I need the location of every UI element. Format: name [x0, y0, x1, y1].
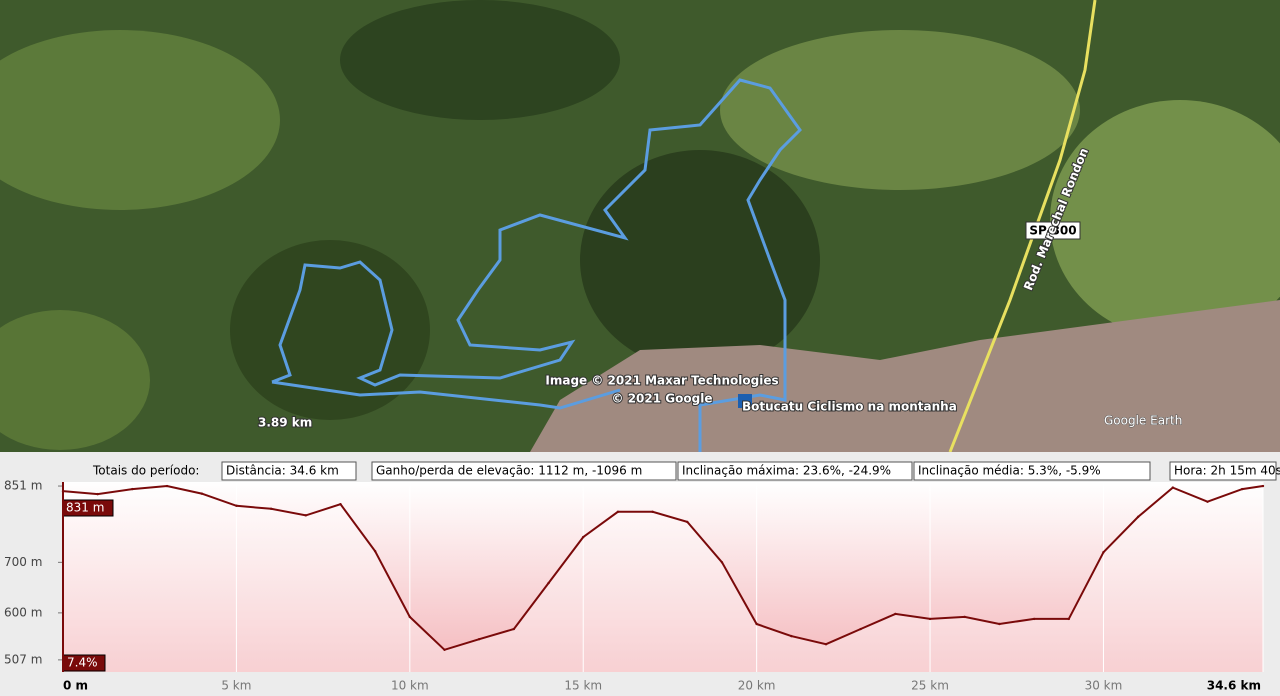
y-tick-label: 700 m — [4, 555, 42, 569]
elevation-point — [443, 648, 446, 651]
elevation-point — [998, 622, 1001, 626]
logo: Google Earth — [1104, 414, 1182, 428]
elevation-point — [1240, 487, 1244, 491]
stats-bar: Distância: 34.6 km Ganho/perda de elevaçã… — [221, 461, 1280, 481]
elevation-point — [235, 504, 238, 507]
x-tick-label: 5 km — [221, 679, 251, 693]
elevation-point — [824, 643, 828, 646]
elevation-point — [408, 615, 412, 619]
distance-marker: 3.89 km — [258, 416, 312, 430]
x-tick-label: 25 km — [911, 679, 949, 693]
elevation-point — [963, 615, 966, 619]
stat-box — [221, 461, 357, 481]
elevation-point — [651, 510, 654, 514]
y-tick-label: 507 m — [4, 652, 42, 666]
elevation-point — [512, 627, 516, 631]
place-label[interactable]: Botucatu Ciclismo na montanha — [741, 399, 958, 415]
place-icon — [738, 394, 752, 408]
elevation-point — [477, 637, 481, 641]
elevation-point — [339, 503, 342, 506]
x-tick-label: 15 km — [564, 679, 602, 693]
elevation-point — [720, 561, 724, 564]
elevation-point — [131, 487, 134, 491]
elevation-point — [200, 492, 203, 495]
elevation-point — [165, 484, 169, 488]
x-tick-label: 0 m — [63, 679, 88, 693]
field — [0, 310, 150, 450]
forest — [340, 0, 620, 120]
elevation-point — [547, 581, 550, 585]
elevation-point — [1206, 500, 1209, 503]
elevation-line — [62, 484, 1264, 651]
road-shield — [1025, 221, 1081, 240]
field — [0, 30, 280, 210]
area-fill — [63, 486, 1263, 672]
x-tick-label: 34.6 km — [1207, 679, 1261, 693]
elevation-point — [616, 510, 620, 514]
route — [271, 78, 802, 452]
stat-value: Ganho/perda de elevação: 1112 m, -1096 m — [376, 464, 642, 478]
elevation-point — [894, 612, 897, 616]
stat-box — [371, 461, 677, 481]
x-tick-label: 20 km — [738, 679, 776, 693]
stat-value: Hora: 2h 15m 40s — [1174, 464, 1280, 478]
elevation-point — [373, 550, 377, 553]
elevation-point — [1261, 484, 1265, 488]
elevation-point — [1102, 551, 1105, 554]
image-credit: Image © 2021 Maxar Technologies — [545, 374, 778, 388]
stats-label: Totais do período: — [92, 464, 199, 478]
stat-box — [1169, 461, 1277, 481]
x-tick-label: 30 km — [1085, 679, 1123, 693]
cursor-elevation: 831 m — [66, 501, 104, 515]
field — [720, 30, 1080, 190]
stat-value: Inclinação média: 5.3%, -5.9% — [918, 464, 1101, 478]
road — [948, 0, 1097, 453]
x-tick-label: 10 km — [391, 679, 429, 693]
elevation-point — [1032, 617, 1036, 621]
road-shield-label: SP-300 — [1029, 224, 1076, 238]
elevation-point — [686, 520, 689, 524]
elevation-chart: 0 m 5 km 10 km 15 km 20 km 25 km 30 km 34.6 km 5… — [4, 479, 1265, 693]
elevation-point — [859, 627, 862, 631]
stat-value: Distância: 34.6 km — [226, 464, 339, 478]
forest — [580, 150, 820, 370]
elevation-point — [269, 507, 273, 510]
elevation-point — [928, 617, 932, 621]
elevation-point — [304, 514, 307, 517]
stat-value: Inclinação máxima: 23.6%, -24.9% — [682, 464, 891, 478]
elevation-point — [1067, 617, 1070, 621]
y-tick-label: 600 m — [4, 605, 42, 619]
image-credit: © 2021 Google — [612, 392, 713, 406]
elevation-point — [96, 492, 99, 496]
elevation-point — [582, 535, 585, 539]
stat-box — [677, 461, 913, 481]
cursor-slope: 7.4% — [67, 656, 98, 670]
y-tick-label: 851 m — [4, 479, 42, 493]
elevation-point — [790, 634, 793, 638]
stat-box — [913, 461, 1151, 481]
city — [530, 300, 1280, 452]
map[interactable]: SP-300 Rod. Marechal Rondon 3.89 km Imag… — [0, 0, 1280, 453]
field — [1050, 100, 1280, 340]
elevation-point — [1136, 515, 1140, 519]
plot-area — [63, 482, 1263, 672]
elevation-point — [1171, 486, 1175, 489]
elevation-point — [755, 622, 758, 626]
